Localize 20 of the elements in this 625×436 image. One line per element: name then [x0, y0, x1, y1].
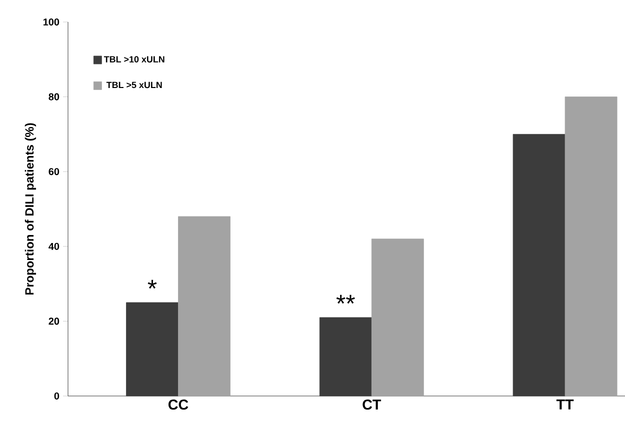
legend-label: TBL >10 xULN [104, 56, 164, 62]
x-tick-label: TT [556, 400, 574, 410]
bar [564, 96, 618, 396]
y-tick-label: 80 [48, 93, 60, 100]
bar [512, 134, 566, 396]
y-tick-label: 20 [48, 318, 60, 325]
bar [178, 216, 230, 396]
y-tick-label: 40 [48, 242, 60, 250]
bar [371, 238, 424, 396]
legend-label: TBL >5 xULN [106, 82, 162, 88]
bar [126, 302, 178, 396]
annotation: ** [336, 294, 355, 304]
y-tick-label: 100 [43, 18, 60, 26]
bar [319, 317, 372, 396]
y-tick-label: 0 [54, 392, 60, 400]
y-axis-title: Proportion of DILI patients (%) [24, 123, 36, 295]
y-tick-label: 60 [48, 168, 60, 176]
x-tick-label: CT [362, 400, 382, 410]
annotation: * [148, 280, 157, 289]
x-tick-label: CC [168, 400, 188, 410]
